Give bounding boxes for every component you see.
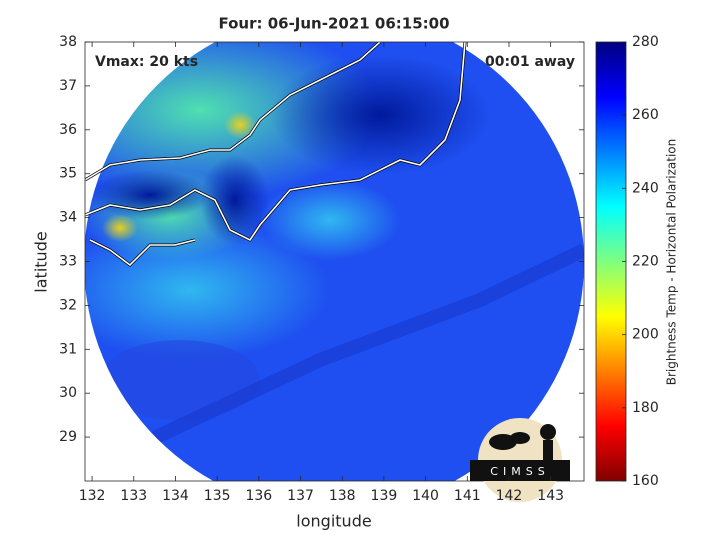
y-tick-label: 31 bbox=[59, 341, 77, 357]
y-tick-label: 35 bbox=[59, 166, 77, 182]
annotation: 00:01 away bbox=[485, 54, 575, 70]
x-axis-label: longitude bbox=[296, 512, 371, 531]
colorbar-tick-label: 240 bbox=[632, 180, 659, 196]
y-tick-label: 37 bbox=[59, 78, 77, 94]
x-tick-label: 137 bbox=[287, 488, 314, 504]
colorbar-label: Brightness Temp - Horizontal Polarizatio… bbox=[665, 139, 679, 386]
x-tick-label: 136 bbox=[245, 488, 272, 504]
x-tick-label: 139 bbox=[371, 488, 398, 504]
chart-title: Four: 06-Jun-2021 06:15:00 bbox=[218, 15, 449, 33]
x-tick-label: 133 bbox=[120, 488, 147, 504]
y-tick-label: 29 bbox=[59, 429, 77, 445]
y-tick-label: 30 bbox=[59, 385, 77, 401]
x-tick-label: 132 bbox=[79, 488, 106, 504]
annotation: Vmax: 20 kts bbox=[95, 54, 198, 70]
x-tick-label: 138 bbox=[329, 488, 356, 504]
colorbar-tick-label: 160 bbox=[632, 473, 659, 489]
colorbar-tick-label: 260 bbox=[632, 107, 659, 123]
x-tick-label: 135 bbox=[204, 488, 231, 504]
y-tick-label: 34 bbox=[59, 210, 77, 226]
logo: CIMSS bbox=[470, 418, 570, 502]
y-tick-label: 33 bbox=[59, 254, 77, 270]
logo-text: CIMSS bbox=[490, 465, 549, 478]
x-tick-label: 141 bbox=[454, 488, 481, 504]
x-tick-label: 142 bbox=[496, 488, 523, 504]
y-tick-label: 36 bbox=[59, 122, 77, 138]
x-tick-label: 143 bbox=[537, 488, 564, 504]
y-tick-label: 32 bbox=[59, 297, 77, 313]
colorbar bbox=[595, 41, 627, 482]
colorbar-tick-label: 180 bbox=[632, 400, 659, 416]
swath bbox=[85, 42, 584, 481]
colorbar-tick-label: 280 bbox=[632, 34, 659, 50]
x-tick-label: 140 bbox=[412, 488, 439, 504]
x-tick-label: 134 bbox=[162, 488, 189, 504]
y-axis-label: latitude bbox=[32, 231, 51, 292]
colorbar-tick-label: 200 bbox=[632, 327, 659, 343]
y-tick-label: 38 bbox=[59, 34, 77, 50]
colorbar-tick-label: 220 bbox=[632, 254, 659, 270]
